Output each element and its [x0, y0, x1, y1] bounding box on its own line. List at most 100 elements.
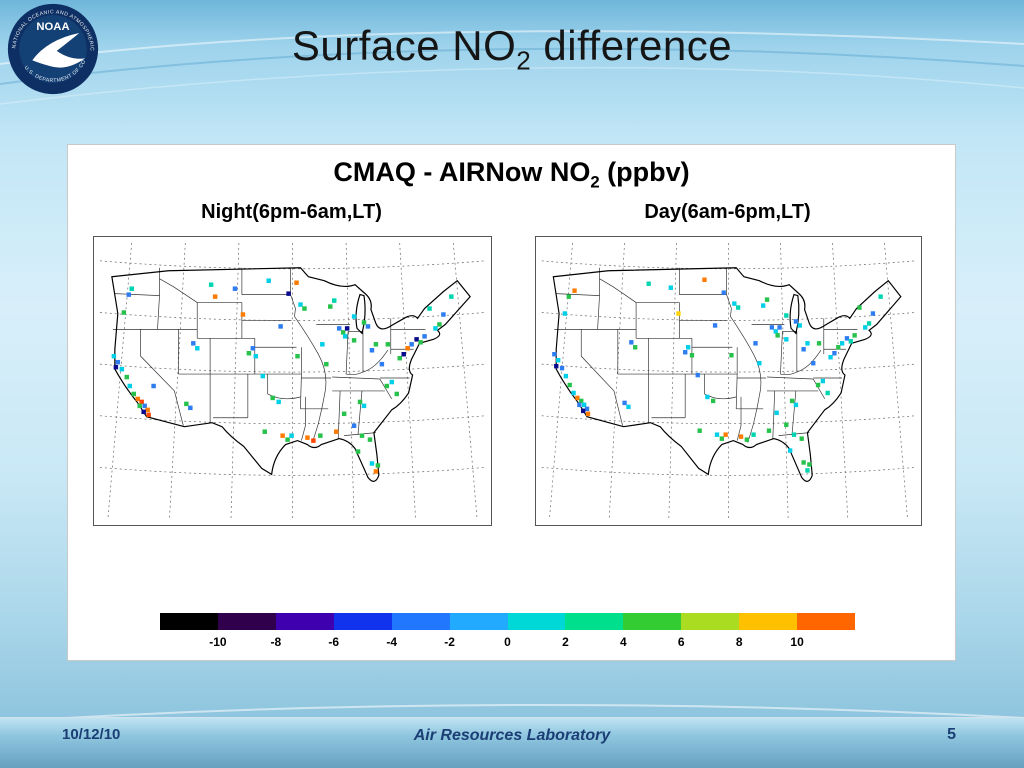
map-panel-night: Night(6pm-6am,LT) — [93, 201, 492, 526]
footer-date: 10/12/10 — [62, 726, 121, 743]
station-point — [685, 345, 691, 350]
station-point — [232, 286, 238, 291]
station-point — [775, 333, 780, 338]
station-point — [373, 342, 379, 347]
station-point — [848, 339, 853, 344]
station-point — [305, 435, 310, 440]
station-point — [188, 405, 193, 411]
station-point — [807, 462, 812, 467]
station-point — [359, 433, 365, 438]
station-point — [839, 341, 845, 346]
station-point — [572, 288, 577, 293]
colorbar-tick-label: -2 — [444, 635, 455, 649]
station-point — [212, 294, 218, 299]
station-point — [705, 394, 710, 400]
station-point — [622, 400, 627, 406]
colorbar-segment — [160, 613, 218, 630]
station-point — [585, 411, 591, 417]
station-point — [302, 306, 307, 311]
station-point — [141, 409, 146, 415]
footer-page-number: 5 — [947, 726, 956, 743]
station-point — [556, 357, 561, 363]
noaa-logo: NATIONAL OCEANIC AND ATMOSPHERIC ADMINIS… — [6, 2, 99, 95]
colorbar-segment — [275, 613, 334, 630]
station-point — [246, 351, 252, 356]
station-point — [714, 432, 720, 437]
station-point — [791, 432, 797, 437]
station-point — [333, 429, 339, 434]
slide-title-suffix: difference — [531, 22, 733, 69]
station-point — [815, 382, 821, 388]
station-point — [361, 320, 367, 325]
station-point — [427, 306, 432, 311]
station-point — [405, 346, 410, 351]
colorbar — [160, 613, 856, 630]
station-point — [113, 364, 119, 370]
station-point — [262, 429, 267, 434]
station-point — [852, 333, 857, 338]
station-point — [629, 340, 634, 345]
colorbar-segment — [623, 613, 682, 630]
station-point — [250, 346, 256, 351]
station-point — [571, 390, 576, 396]
station-point — [773, 329, 778, 334]
station-point — [266, 278, 271, 283]
station-point — [422, 334, 427, 339]
station-point — [828, 354, 833, 360]
station-point — [409, 342, 414, 347]
station-point — [195, 346, 200, 351]
colorbar-tick-label: 0 — [504, 635, 511, 649]
colorbar-tick-label: 10 — [790, 635, 804, 649]
station-point — [208, 282, 214, 287]
station-point — [342, 334, 348, 339]
station-point — [437, 322, 442, 327]
station-point — [753, 341, 758, 346]
station-point — [581, 408, 586, 414]
colorbar-tick-label: 4 — [619, 635, 627, 649]
station-point — [142, 403, 147, 409]
station-point — [184, 401, 189, 407]
station-point — [799, 436, 804, 441]
station-point — [336, 326, 342, 331]
station-point — [289, 433, 294, 438]
colorbar-tick-label: -4 — [386, 635, 397, 649]
station-point — [582, 402, 587, 408]
station-point — [351, 423, 357, 428]
station-point — [414, 337, 419, 342]
station-point — [389, 379, 395, 385]
station-point — [761, 303, 766, 308]
station-point — [115, 359, 121, 365]
station-point — [554, 363, 559, 369]
station-point — [562, 311, 568, 316]
colorbar-segment — [333, 613, 392, 630]
station-point — [121, 310, 127, 315]
station-point — [418, 340, 423, 345]
station-point — [695, 372, 700, 378]
station-point — [285, 437, 290, 442]
station-point — [191, 341, 196, 346]
colorbar-segment — [507, 613, 566, 630]
station-point — [816, 341, 822, 346]
station-point — [344, 326, 350, 331]
station-point — [584, 406, 590, 412]
station-point — [151, 383, 156, 389]
figure-title-suffix: (ppbv) — [599, 157, 690, 187]
footer-center-label: Air Resources Laboratory — [413, 727, 611, 744]
seagull-icon — [32, 33, 85, 68]
station-point — [836, 345, 841, 350]
station-point — [863, 325, 868, 330]
station-point — [139, 399, 144, 405]
station-point — [751, 432, 756, 437]
station-point — [559, 365, 565, 371]
station-point — [797, 323, 802, 328]
station-point — [784, 422, 789, 427]
colorbar-labels: -10 -8 -6 -4 -2 0 2 4 6 8 10 — [160, 635, 855, 651]
footer-band: 10/12/10 Air Resources Laboratory 5 — [0, 717, 1024, 768]
station-point — [793, 319, 799, 324]
station-point — [646, 281, 651, 286]
station-point — [340, 330, 346, 335]
station-point — [757, 360, 762, 366]
station-point — [787, 448, 793, 453]
station-point — [286, 291, 291, 296]
night-station-points — [111, 278, 454, 474]
